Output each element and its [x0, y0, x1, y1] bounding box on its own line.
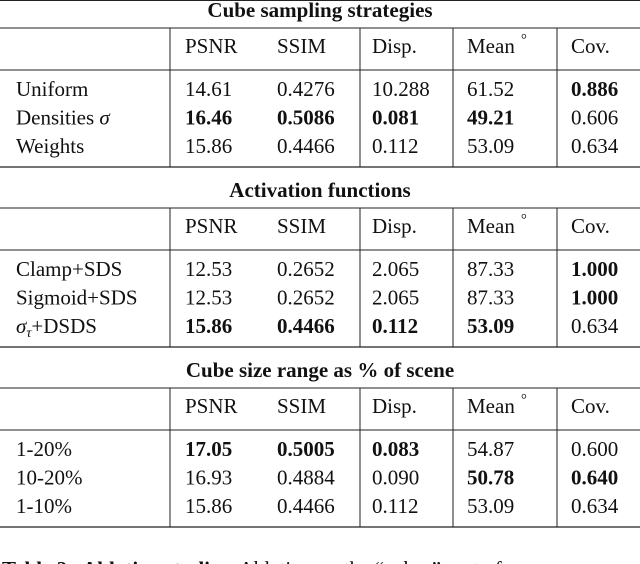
column-header: PSNR [185, 34, 238, 58]
cell: 0.2652 [277, 257, 335, 281]
row-label: Weights [16, 134, 84, 158]
label-run: σ [99, 105, 111, 129]
header-sup: ° [521, 212, 527, 228]
column-header: Disp. [372, 34, 417, 58]
cell: 15.86 [185, 314, 232, 338]
cell: 53.09 [467, 314, 514, 338]
cell: 0.634 [571, 494, 619, 518]
header-text: Mean [467, 34, 515, 58]
column-header: SSIM [277, 214, 326, 238]
row-label: 1-20% [16, 437, 72, 461]
cell: 1.000 [571, 285, 618, 309]
header-text: Mean [467, 214, 515, 238]
header-text: Mean [467, 394, 515, 418]
row-label: Clamp+SDS [16, 257, 122, 281]
cell: 61.52 [467, 77, 514, 101]
section-title: Cube sampling strategies [207, 0, 432, 22]
column-header: Cov. [571, 394, 610, 418]
header-sup: ° [521, 392, 527, 408]
row-label: Uniform [16, 77, 88, 101]
label-run: σ [16, 314, 28, 338]
column-header: PSNR [185, 214, 238, 238]
cell: 0.640 [571, 465, 618, 489]
cell: 0.634 [571, 134, 619, 158]
row-label: στ+DSDS [16, 314, 97, 341]
cell: 0.4466 [277, 134, 335, 158]
cell: 0.2652 [277, 285, 335, 309]
cell: 1.000 [571, 257, 618, 281]
cell: 15.86 [185, 134, 232, 158]
caption-text: Ablating on the “cubes” part of [239, 557, 502, 564]
cell: 0.600 [571, 437, 618, 461]
cell: 17.05 [185, 437, 232, 461]
cell: 16.46 [185, 105, 232, 129]
cell: 0.083 [372, 437, 419, 461]
row-label: Sigmoid+SDS [16, 285, 138, 309]
cell: 0.5086 [277, 105, 335, 129]
cell: 54.87 [467, 437, 514, 461]
cell: 0.4884 [277, 465, 335, 489]
column-header: Disp. [372, 394, 417, 418]
cell: 0.112 [372, 314, 418, 338]
caption-label: Table 2: [2, 557, 74, 564]
cell: 12.53 [185, 257, 232, 281]
cell: 2.065 [372, 285, 419, 309]
cell: 0.112 [372, 134, 418, 158]
column-header: Mean ° [467, 392, 527, 417]
cell: 0.4276 [277, 77, 335, 101]
column-header: Cov. [571, 34, 610, 58]
label-run: +DSDS [31, 314, 97, 338]
cell: 87.33 [467, 285, 514, 309]
section-title: Activation functions [229, 178, 410, 202]
cell: 0.4466 [277, 314, 335, 338]
header-sup: ° [521, 32, 527, 48]
cell: 10.288 [372, 77, 430, 101]
cell: 50.78 [467, 465, 514, 489]
cell: 0.606 [571, 105, 618, 129]
cell: 14.61 [185, 77, 232, 101]
cell: 53.09 [467, 134, 514, 158]
cell: 0.112 [372, 494, 418, 518]
column-header: Mean ° [467, 212, 527, 237]
cell: 0.081 [372, 105, 419, 129]
cell: 15.86 [185, 494, 232, 518]
column-header: Disp. [372, 214, 417, 238]
cell: 53.09 [467, 494, 514, 518]
cell: 12.53 [185, 285, 232, 309]
cell: 0.5005 [277, 437, 335, 461]
caption: Table 2: Ablation studies. Ablating on the… [2, 557, 502, 564]
column-header: SSIM [277, 394, 326, 418]
cell: 0.090 [372, 465, 419, 489]
column-header: Cov. [571, 214, 610, 238]
cell: 49.21 [467, 105, 514, 129]
caption-bold: Ablation studies. [82, 557, 233, 564]
cell: 0.634 [571, 314, 619, 338]
cell: 87.33 [467, 257, 514, 281]
column-header: PSNR [185, 394, 238, 418]
column-header: Mean ° [467, 32, 527, 57]
row-label: 1-10% [16, 494, 72, 518]
label-run: τ [26, 326, 32, 341]
cell: 0.886 [571, 77, 618, 101]
column-header: SSIM [277, 34, 326, 58]
cell: 16.93 [185, 465, 232, 489]
row-label: 10-20% [16, 465, 83, 489]
cell: 0.4466 [277, 494, 335, 518]
cell: 2.065 [372, 257, 419, 281]
label-run: Densities [16, 105, 99, 129]
section-title: Cube size range as % of scene [186, 358, 454, 382]
row-label: Densities σ [16, 105, 111, 129]
